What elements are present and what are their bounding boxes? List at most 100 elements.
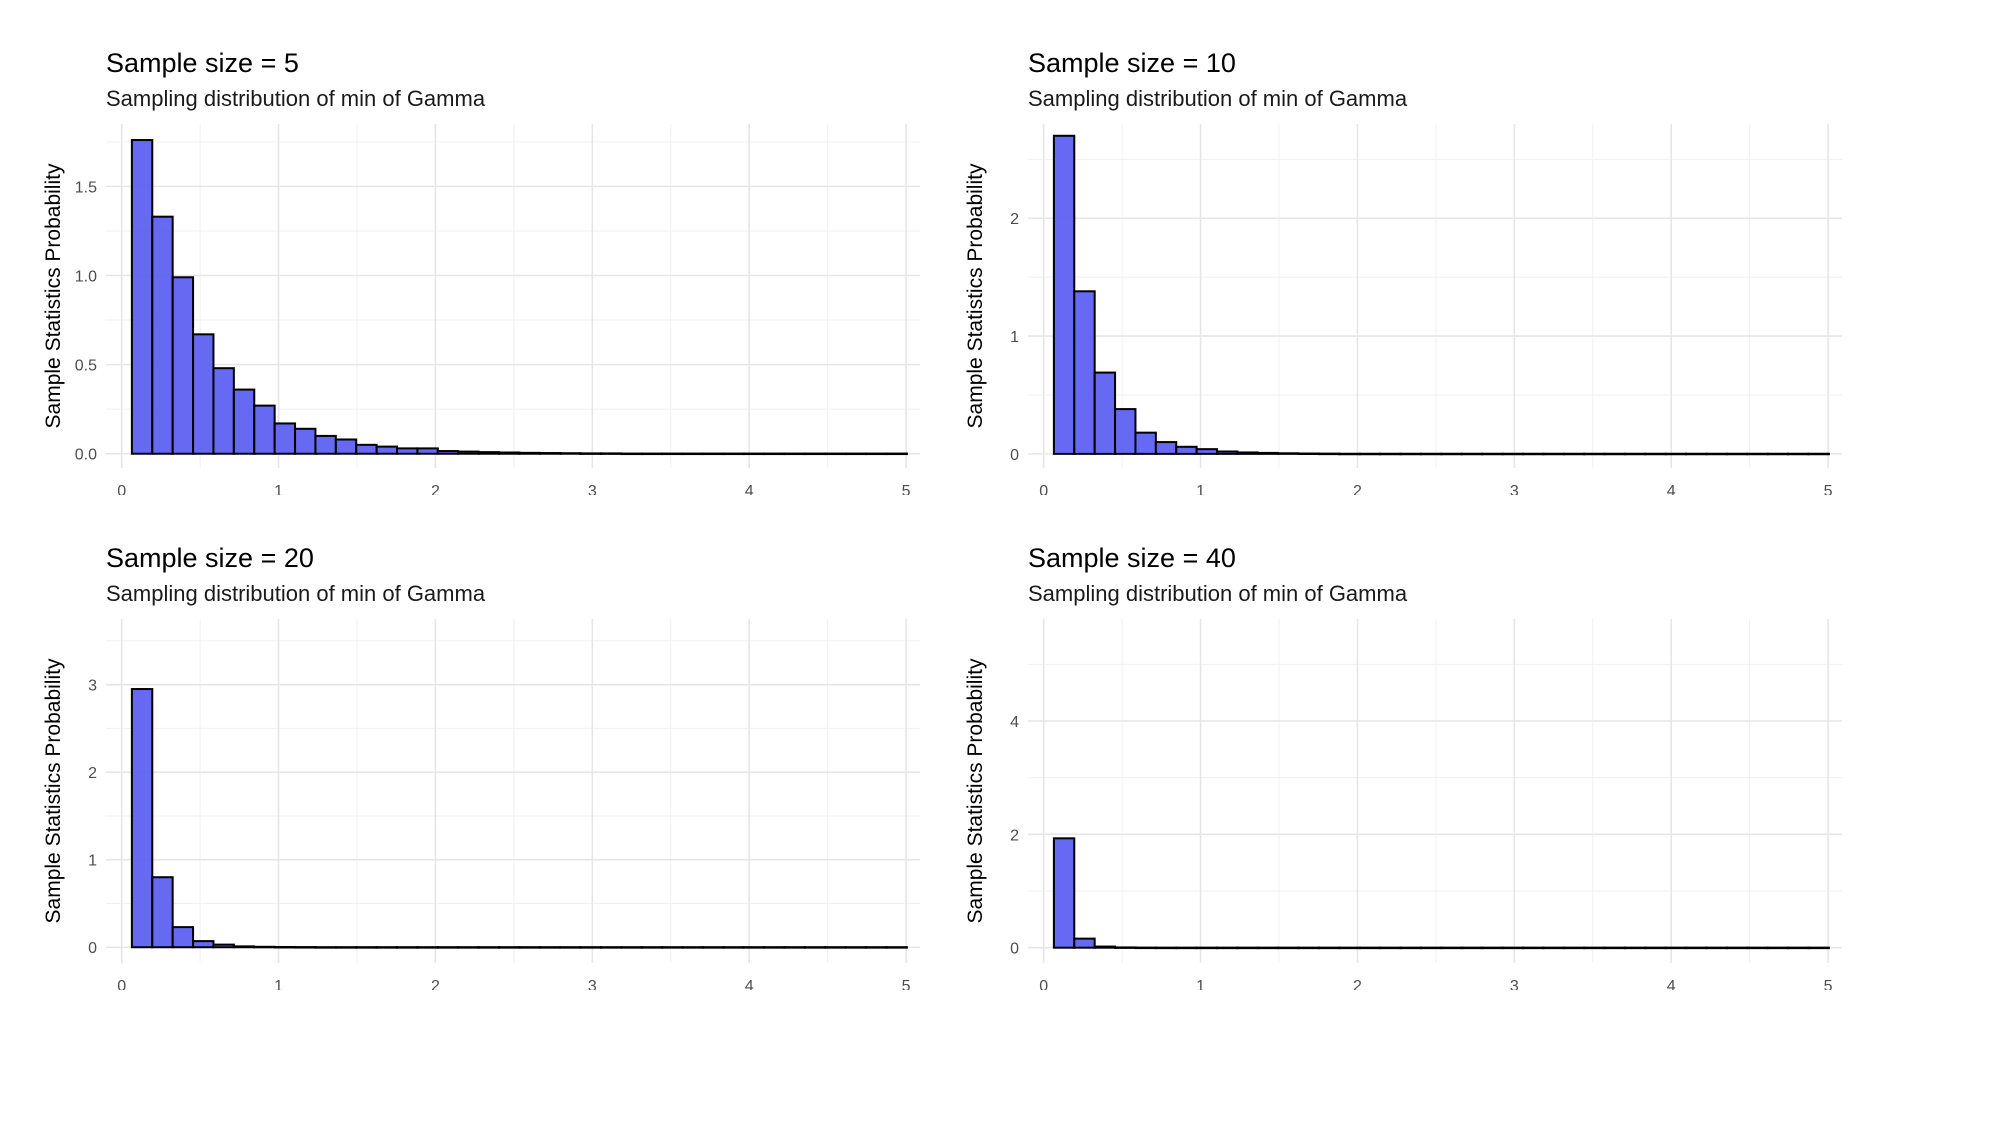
chart-panel-sample-size-5: Sample size = 5 Sampling distribution of…	[0, 0, 920, 495]
histogram-bar	[232, 388, 256, 455]
y-axis-label: Sample Statistics Probability	[42, 658, 65, 923]
histogram-bar	[1175, 946, 1198, 950]
histogram-bar	[1623, 946, 1647, 950]
histogram-bar	[436, 946, 460, 949]
histogram-bar	[1154, 441, 1178, 455]
chart-subtitle: Sampling distribution of min of Gamma	[1028, 86, 1408, 111]
histogram-bar	[640, 946, 664, 949]
histogram-bar	[1154, 946, 1178, 950]
histogram-bar	[701, 452, 725, 456]
histogram-bar	[436, 450, 460, 455]
histogram-bar	[1644, 452, 1667, 456]
chart-panel-sample-size-10: Sample size = 10 Sampling distribution o…	[922, 0, 1842, 495]
histogram-bar	[1685, 452, 1708, 456]
histogram-bar	[1440, 452, 1463, 456]
histogram-bar	[130, 139, 154, 455]
histogram-bar	[1521, 946, 1545, 950]
histogram-bar	[1562, 946, 1586, 950]
y-tick-label: 1.0	[75, 269, 97, 286]
histogram-bar	[1338, 452, 1361, 456]
chart-panel-sample-size-40: Sample size = 40 Sampling distribution o…	[922, 495, 1842, 990]
histogram-bar	[457, 946, 480, 949]
chart-title: Sample size = 20	[106, 543, 314, 573]
histogram-bar	[1766, 946, 1790, 950]
x-tick-label: 1	[274, 483, 283, 495]
histogram-bar	[844, 452, 868, 456]
chart-title: Sample size = 5	[106, 48, 299, 78]
histogram-bar	[803, 452, 827, 456]
histogram-bar	[763, 946, 786, 949]
chart-subtitle: Sampling distribution of min of Gamma	[106, 86, 486, 111]
histogram-bar	[1093, 945, 1117, 949]
histogram-bar	[1236, 946, 1259, 950]
histogram-bar	[1562, 452, 1586, 456]
histogram-bar	[1542, 452, 1565, 456]
histogram-bar	[722, 946, 745, 949]
histogram-bar	[1195, 448, 1219, 455]
histogram-bar	[1583, 946, 1606, 950]
histogram-bar	[620, 452, 643, 456]
histogram-bar	[334, 438, 358, 455]
histogram-bar	[1318, 452, 1341, 456]
histogram-bar	[661, 946, 684, 949]
histogram-bar	[151, 215, 174, 455]
x-tick-label: 1	[1196, 483, 1205, 495]
histogram-bar	[885, 946, 908, 949]
histogram-bar	[1603, 946, 1626, 950]
x-tick-label: 4	[1667, 483, 1676, 495]
histogram-bar	[783, 946, 806, 949]
histogram-bar	[1705, 452, 1728, 456]
histogram-bar	[803, 946, 827, 949]
x-tick-label: 2	[1353, 978, 1362, 990]
histogram-bar	[538, 946, 562, 949]
x-tick-label: 2	[431, 483, 440, 495]
histogram-bar	[1460, 946, 1484, 950]
histogram-bar	[1419, 452, 1443, 456]
histogram-bar	[1542, 946, 1565, 950]
histogram-bar	[171, 276, 195, 455]
y-tick-label: 1.5	[75, 179, 97, 196]
histogram-bar	[232, 945, 256, 949]
histogram-bar	[1134, 431, 1157, 455]
histogram-bar	[375, 445, 399, 455]
histogram-bar	[477, 946, 500, 949]
histogram-bar	[1481, 452, 1504, 456]
histogram-bar	[1460, 452, 1484, 456]
chart-subtitle: Sampling distribution of min of Gamma	[1028, 581, 1408, 606]
histogram-bar	[885, 452, 908, 456]
histogram-bar	[538, 452, 562, 455]
x-tick-label: 4	[1667, 978, 1676, 990]
histogram-bar	[640, 452, 664, 456]
histogram-bar	[701, 946, 725, 949]
histogram-bar	[518, 946, 541, 949]
y-tick-label: 0	[88, 940, 97, 957]
histogram-bar	[1664, 452, 1688, 456]
histogram-bar	[1052, 134, 1076, 455]
y-tick-label: 0.5	[75, 358, 97, 375]
histogram-bar	[1807, 946, 1830, 950]
histogram-bar	[1175, 445, 1198, 455]
histogram-bar	[1399, 946, 1422, 950]
y-tick-label: 1	[88, 853, 97, 870]
histogram-bar	[130, 688, 154, 949]
histogram-bar	[1216, 946, 1239, 950]
histogram-bar	[1195, 946, 1219, 950]
histogram-bar	[824, 946, 847, 949]
x-tick-label: 3	[588, 483, 597, 495]
histogram-bar	[1583, 452, 1606, 456]
x-tick-label: 1	[1196, 978, 1205, 990]
y-tick-label: 4	[1010, 714, 1019, 731]
histogram-bar	[314, 946, 337, 949]
y-tick-label: 0	[1010, 941, 1019, 958]
histogram-bar	[1787, 946, 1810, 950]
histogram-bar	[1787, 452, 1810, 456]
histogram-bar	[355, 946, 378, 949]
x-tick-label: 0	[1039, 978, 1048, 990]
x-tick-label: 0	[117, 978, 126, 990]
histogram-bar	[599, 946, 623, 949]
histogram-plot: 0123450123minSample Statistics Probabili…	[42, 619, 920, 990]
histogram-bar	[742, 946, 766, 949]
histogram-bar	[824, 452, 847, 456]
histogram-bar	[334, 946, 358, 949]
y-axis-label: Sample Statistics Probability	[964, 658, 987, 923]
